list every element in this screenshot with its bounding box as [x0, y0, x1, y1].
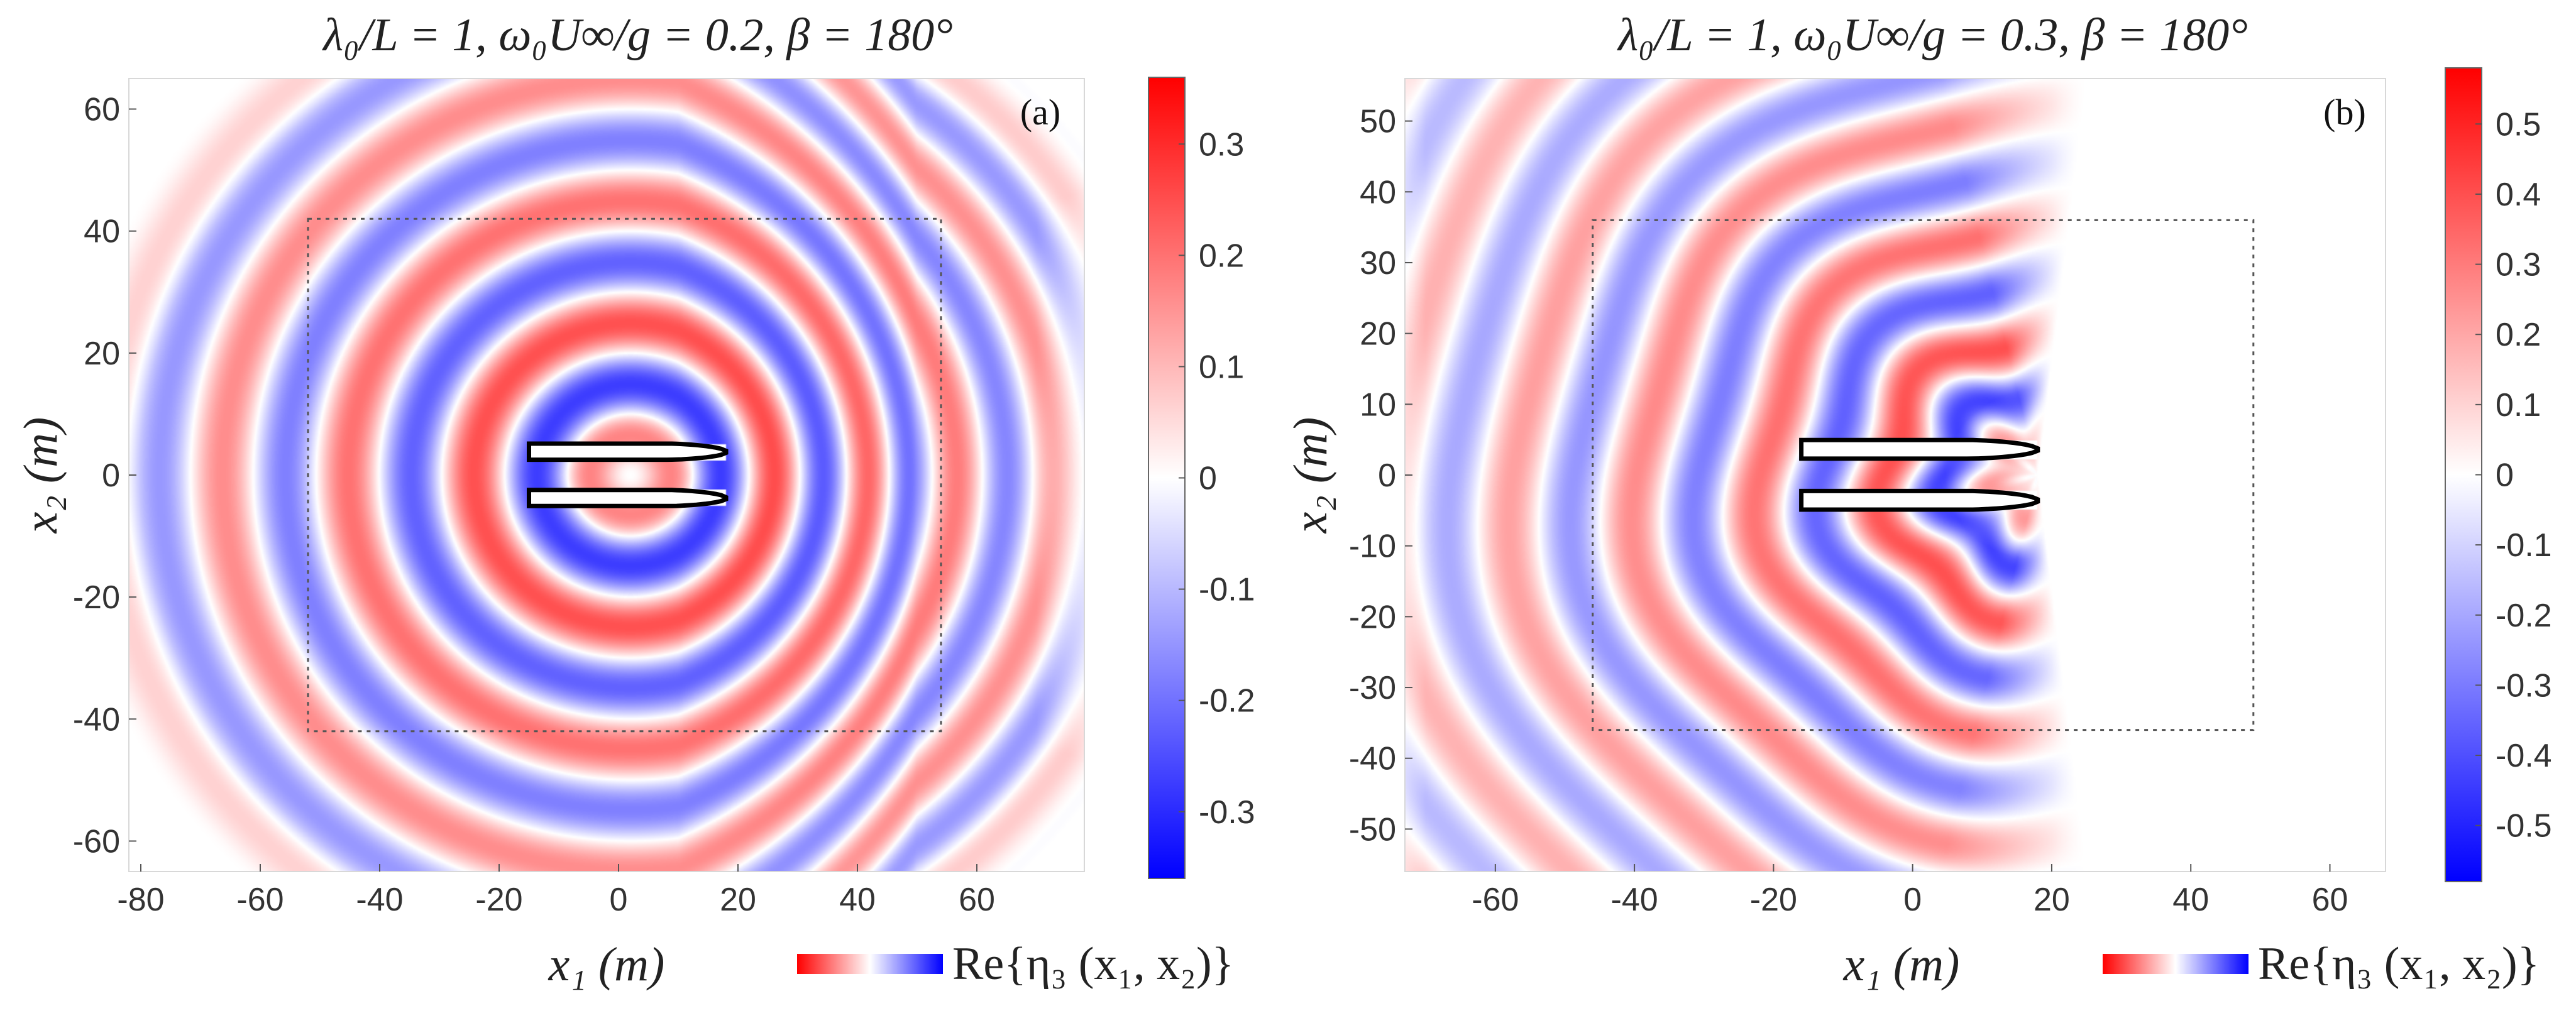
panel-a: λ₀/L = 1, ω₀U∞/g = 0.2, β = 180° -80 -60-… — [14, 9, 1255, 991]
panel-b-ytick-label: 20 — [1360, 316, 1396, 353]
panel-b-cbtick-label: 0.3 — [2496, 247, 2541, 283]
panel-a-xtick-label: -40 — [356, 882, 403, 918]
panel-a-legend-swatch — [797, 954, 943, 974]
panel-a-cbtick-label: 0.2 — [1199, 238, 1244, 274]
panel-a-ytick-label: -40 — [73, 701, 120, 738]
panel-b-cbtick-label: -0.4 — [2496, 738, 2552, 774]
panel-a-hull-lower — [527, 488, 729, 508]
panel-b-legend-swatch — [2103, 954, 2248, 974]
panel-b-ytick-label: -20 — [1349, 599, 1396, 635]
panel-a-label: (a) — [1020, 92, 1060, 133]
panel-a-xtick-label: 20 — [720, 882, 756, 918]
panel-a-cbtick-label: -0.3 — [1199, 794, 1255, 831]
panel-b-xticks: -60 -40 -20 0 20 40 60 — [1472, 864, 2348, 918]
panel-b-ytick-label: -40 — [1349, 741, 1396, 777]
panel-a-xtick-label: -80 — [117, 882, 164, 918]
panel-a-hull-upper — [527, 441, 729, 462]
panel-b-xtick-label: 0 — [1903, 882, 1922, 918]
panel-b-label: (b) — [2323, 92, 2366, 133]
panel-b-xlabel: x₁ (m) — [1843, 938, 1960, 991]
panel-a-ytick-label: -20 — [73, 579, 120, 616]
panel-a-xtick-label: -20 — [475, 882, 522, 918]
panel-b-xtick-label: 20 — [2034, 882, 2070, 918]
panel-b-xtick-label: -60 — [1472, 882, 1519, 918]
panel-b-ytick-label: 0 — [1378, 457, 1396, 494]
panel-b-legend-text: Re{η₃ (x₁, x₂)} — [2258, 938, 2540, 990]
panel-a-xtick-label: -60 — [236, 882, 283, 918]
panel-b-domain-box — [1592, 219, 2255, 731]
panel-b-cbtick-label: 0.5 — [2496, 106, 2541, 143]
panel-a-legend-text: Re{η₃ (x₁, x₂)} — [952, 938, 1234, 990]
panel-a-cbtick-label: 0.3 — [1199, 126, 1244, 163]
panel-a-ytick-label: 40 — [84, 214, 120, 250]
panel-b-ytick-label: 30 — [1360, 245, 1396, 282]
panel-b-ytick-label: 10 — [1360, 386, 1396, 423]
panel-b-xtick-label: -40 — [1611, 882, 1658, 918]
panel-b-ytick-label: -30 — [1349, 670, 1396, 706]
panel-b-title: λ₀/L = 1, ω₀U∞/g = 0.3, β = 180° — [1617, 9, 2248, 61]
panel-b: λ₀/L = 1, ω₀U∞/g = 0.3, β = 180° -60 -40-… — [1284, 9, 2552, 991]
panel-a-cbtick-label: 0.1 — [1199, 349, 1244, 385]
panel-b-cbtick-label: 0 — [2496, 457, 2514, 494]
panel-b-xtick-label: 40 — [2172, 882, 2209, 918]
panel-b-cbtick-label: 0.2 — [2496, 317, 2541, 353]
panel-b-hull-lower — [1799, 488, 2040, 512]
panel-b-field-container — [1405, 79, 2386, 872]
panel-b-field — [1405, 79, 2386, 872]
panel-a-title: λ₀/L = 1, ω₀U∞/g = 0.2, β = 180° — [322, 9, 953, 61]
panel-a-field — [129, 79, 1084, 872]
panel-b-cbtick-label: 0.4 — [2496, 177, 2541, 213]
panel-a-cbtick-label: 0 — [1199, 461, 1217, 497]
panel-b-cbtick-label: -0.3 — [2496, 667, 2552, 704]
panel-a-xticks: -80 -60 -40 -20 0 20 40 60 — [117, 864, 995, 918]
panel-a-xlabel: x₁ (m) — [548, 938, 665, 991]
panel-b-hull-upper — [1799, 437, 2040, 461]
panel-a-xtick-label: 40 — [839, 882, 876, 918]
panel-a-field-container — [129, 79, 1084, 872]
panel-b-ytick-label: 50 — [1360, 104, 1396, 140]
panel-b-ylabel: x₂ (m) — [1284, 417, 1337, 534]
panel-a-xtick-label: 0 — [610, 882, 628, 918]
panel-b-xtick-label: -20 — [1750, 882, 1797, 918]
panel-a-yticks: 60 40 20 0 -20 -40 -60 — [73, 92, 136, 860]
panel-b-colorbar-ticks: 0.5 0.4 0.3 0.2 0.1 0 -0.1 -0.2 -0.3 -0.4 -0.5 — [2475, 106, 2552, 845]
panel-a-cbtick-label: -0.1 — [1199, 572, 1255, 608]
panel-b-xtick-label: 60 — [2312, 882, 2348, 918]
panel-a-ytick-label: -60 — [73, 823, 120, 860]
panel-a-colorbar-ticks: 0.3 0.2 0.1 0 -0.1 -0.2 -0.3 — [1179, 126, 1255, 831]
panel-a-domain-box — [307, 217, 942, 733]
panel-b-yticks: 50 40 30 20 10 0 -10 -20 -30 -40 -50 — [1349, 104, 1412, 848]
panel-b-hulls — [1799, 437, 2040, 512]
panel-a-ytick-label: 20 — [84, 336, 120, 372]
panel-b-cbtick-label: -0.5 — [2496, 808, 2552, 845]
panel-b-cbtick-label: -0.1 — [2496, 527, 2552, 564]
panel-a-cbtick-label: -0.2 — [1199, 683, 1255, 719]
panel-a-hulls — [527, 441, 729, 508]
panel-b-ytick-label: -10 — [1349, 528, 1396, 565]
panel-b-ytick-label: -50 — [1349, 811, 1396, 848]
panel-b-ytick-label: 40 — [1360, 174, 1396, 211]
panel-a-ytick-label: 0 — [102, 457, 120, 494]
panel-b-cbtick-label: 0.1 — [2496, 387, 2541, 424]
panel-a-xtick-label: 60 — [959, 882, 995, 918]
panel-b-cbtick-label: -0.2 — [2496, 598, 2552, 634]
panel-a-ylabel: x₂ (m) — [14, 417, 67, 534]
panel-a-ytick-label: 60 — [84, 92, 120, 128]
